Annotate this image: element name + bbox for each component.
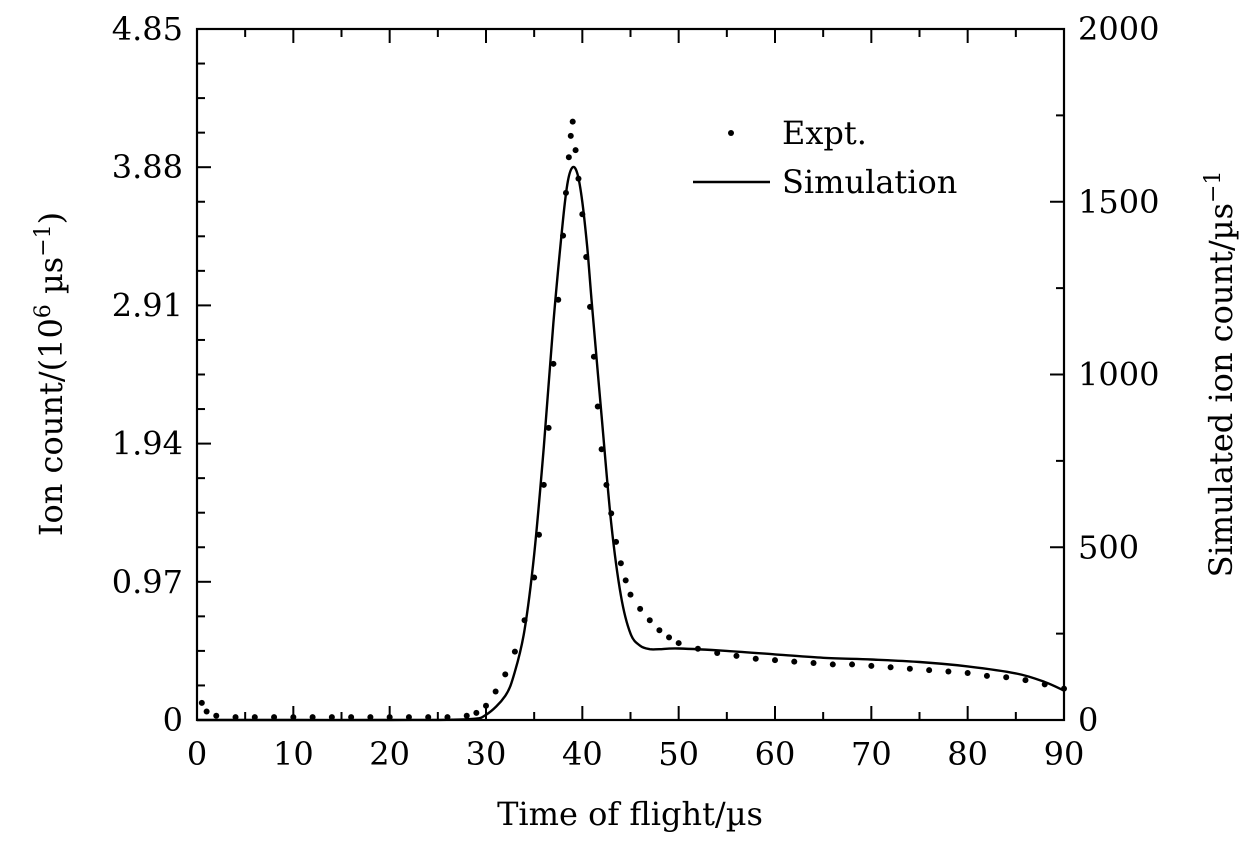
y-left-title-exp2: −1 [31, 224, 56, 256]
expt-point [627, 591, 634, 598]
expt-point [675, 640, 682, 647]
expt-point [1022, 677, 1029, 684]
legend: Expt. Simulation [693, 114, 957, 201]
expt-point [567, 132, 574, 139]
y-right-title-pre: Simulated ion count/µs [1202, 203, 1240, 577]
y-left-title-exp1: 6 [31, 304, 56, 318]
expt-point [772, 657, 778, 664]
expt-point [511, 648, 518, 655]
y-right-axis-title: Simulated ion count/µs−1 [1201, 171, 1240, 578]
y-left-tick-label: 2.91 [112, 286, 183, 324]
y-left-title-post: ) [32, 212, 70, 224]
expt-point [535, 531, 542, 538]
expt-point [752, 655, 759, 662]
expt-point [622, 577, 629, 584]
expt-point [483, 702, 489, 709]
expt-point [386, 714, 393, 721]
tick-labels: 0 10 20 30 40 50 60 70 80 9000.971.942.913.884.85… [112, 10, 1160, 773]
y-left-axis-title: Ion count/(106 µs−1) [31, 212, 70, 536]
expt-point [906, 665, 913, 672]
expt-point [598, 446, 605, 453]
expt-point [572, 147, 579, 154]
expt-point [637, 605, 644, 612]
expt-point [502, 671, 509, 678]
expt-point [425, 714, 432, 721]
x-tick-label: 10 [273, 735, 314, 773]
expt-point [367, 714, 374, 721]
expt-point [203, 708, 210, 715]
expt-point [810, 660, 817, 667]
expt-point [550, 360, 557, 367]
expt-point [271, 714, 278, 721]
legend-simulation-label: Simulation [782, 163, 957, 201]
expt-point [213, 712, 220, 719]
y-left-tick-label: 4.85 [112, 10, 183, 48]
expt-point [617, 560, 624, 567]
expt-point [232, 714, 239, 721]
x-tick-label: 80 [947, 735, 988, 773]
plot-frame [195, 27, 1066, 722]
expt-point [829, 661, 836, 668]
x-tick-label: 0 [187, 735, 207, 773]
legend-expt-marker [728, 130, 734, 136]
expt-point [887, 664, 894, 671]
expt-point [540, 481, 547, 488]
x-tick-label: 30 [466, 735, 507, 773]
legend-expt-label: Expt. [782, 114, 867, 152]
expt-point [849, 661, 856, 668]
expt-point [594, 403, 601, 410]
y-left-title-mid: µs [32, 257, 70, 304]
y-right-tick-label: 1000 [1078, 356, 1159, 394]
expt-point [251, 714, 258, 721]
x-tick-label: 60 [755, 735, 796, 773]
expt-point [656, 627, 663, 634]
axis-ticks [196, 28, 1065, 721]
x-tick-label: 70 [851, 735, 892, 773]
expt-point [565, 154, 572, 161]
expt-point [945, 668, 952, 675]
expt-point [983, 672, 990, 679]
x-axis-title: Time of flight/µs [497, 795, 763, 833]
expt-point [492, 688, 499, 695]
expt-point [198, 699, 205, 706]
expt-point [473, 709, 480, 716]
y-right-tick-label: 1500 [1078, 183, 1159, 221]
expt-point [555, 296, 562, 303]
y-left-tick-label: 1.94 [112, 425, 183, 463]
expt-point [328, 714, 335, 721]
expt-point [926, 667, 933, 674]
expt-point [348, 714, 355, 721]
x-tick-label: 50 [658, 735, 699, 773]
expt-point [791, 658, 798, 665]
y-right-title-exp: −1 [1201, 171, 1226, 203]
expt-point [405, 714, 412, 721]
expt-point [964, 669, 971, 676]
y-left-tick-label: 3.88 [112, 148, 183, 186]
y-right-tick-label: 0 [1078, 701, 1098, 739]
y-left-title-pre: Ion count/(10 [32, 318, 70, 536]
expt-point [1003, 674, 1010, 681]
expt-point [646, 617, 653, 624]
expt-point [309, 714, 316, 721]
x-tick-label: 90 [1044, 735, 1085, 773]
x-tick-label: 20 [369, 735, 410, 773]
y-left-tick-label: 0 [163, 701, 183, 739]
expt-point [290, 714, 297, 721]
expt-point [545, 424, 552, 431]
simulation-line [197, 165, 1065, 722]
series-expt [198, 118, 1067, 721]
y-left-tick-label: 0.97 [112, 563, 183, 601]
expt-point [733, 652, 740, 659]
expt-point [569, 118, 576, 125]
expt-point [666, 634, 673, 641]
expt-point [868, 662, 875, 669]
x-tick-label: 40 [562, 735, 603, 773]
y-right-tick-label: 500 [1078, 528, 1139, 566]
y-right-tick-label: 2000 [1078, 10, 1159, 48]
expt-point [463, 712, 470, 719]
